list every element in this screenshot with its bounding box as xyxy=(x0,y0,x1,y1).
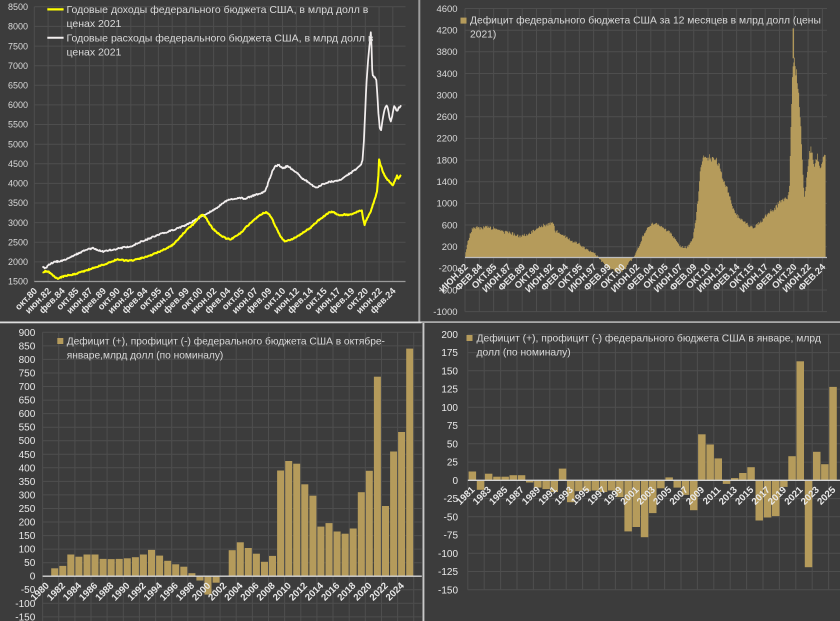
svg-text:900: 900 xyxy=(19,328,36,339)
svg-text:2200: 2200 xyxy=(436,134,457,145)
svg-text:4600: 4600 xyxy=(436,4,457,15)
svg-text:500: 500 xyxy=(19,436,36,447)
svg-text:100: 100 xyxy=(441,403,458,414)
svg-text:-100: -100 xyxy=(438,549,458,560)
svg-text:3800: 3800 xyxy=(436,47,457,58)
svg-text:650: 650 xyxy=(19,396,36,407)
svg-text:2500: 2500 xyxy=(8,238,28,248)
svg-text:3000: 3000 xyxy=(436,90,457,101)
svg-text:0: 0 xyxy=(30,572,36,583)
svg-text:175: 175 xyxy=(441,348,458,359)
svg-text:3400: 3400 xyxy=(436,69,457,80)
svg-text:8000: 8000 xyxy=(8,22,28,32)
svg-text:850: 850 xyxy=(19,341,36,352)
svg-text:Дефицит федерального бюджета С: Дефицит федерального бюджета США за 12 м… xyxy=(470,15,821,27)
svg-text:350: 350 xyxy=(19,477,36,488)
svg-text:100: 100 xyxy=(19,545,36,556)
svg-text:4200: 4200 xyxy=(436,26,457,37)
svg-text:450: 450 xyxy=(19,450,36,461)
svg-text:4500: 4500 xyxy=(8,159,28,169)
svg-text:1000: 1000 xyxy=(436,199,457,210)
svg-text:125: 125 xyxy=(441,385,458,396)
svg-text:0: 0 xyxy=(452,476,458,487)
svg-text:50: 50 xyxy=(447,439,459,450)
svg-text:-150: -150 xyxy=(15,612,35,621)
svg-text:1800: 1800 xyxy=(436,155,457,166)
svg-text:-200: -200 xyxy=(439,264,458,275)
svg-text:6500: 6500 xyxy=(8,81,28,91)
svg-text:400: 400 xyxy=(19,463,36,474)
svg-text:Годовые доходы федерального бю: Годовые доходы федерального бюджета США,… xyxy=(67,4,369,16)
svg-text:700: 700 xyxy=(19,382,36,393)
svg-text:долл (по номиналу): долл (по номиналу) xyxy=(477,348,571,359)
svg-text:-75: -75 xyxy=(444,531,459,542)
svg-text:750: 750 xyxy=(19,369,36,380)
svg-text:-50: -50 xyxy=(444,512,459,523)
svg-text:2000: 2000 xyxy=(8,257,28,267)
svg-text:800: 800 xyxy=(19,355,36,366)
svg-text:ценах 2021: ценах 2021 xyxy=(67,46,122,58)
svg-text:-50: -50 xyxy=(21,585,36,596)
svg-text:3500: 3500 xyxy=(8,198,28,208)
svg-text:2021): 2021) xyxy=(470,30,496,41)
svg-text:550: 550 xyxy=(19,423,36,434)
svg-text:4000: 4000 xyxy=(8,179,28,189)
svg-text:7000: 7000 xyxy=(8,61,28,71)
svg-text:-600: -600 xyxy=(439,285,458,296)
svg-text:200: 200 xyxy=(441,330,458,341)
svg-text:-100: -100 xyxy=(15,599,35,610)
svg-text:5500: 5500 xyxy=(8,120,28,130)
svg-text:7500: 7500 xyxy=(8,41,28,51)
svg-text:Дефицит (+), профицит (-) феде: Дефицит (+), профицит (-) федерального б… xyxy=(67,336,385,348)
svg-text:5000: 5000 xyxy=(8,139,28,149)
svg-text:600: 600 xyxy=(19,409,36,420)
svg-text:250: 250 xyxy=(19,504,36,515)
svg-text:ценах 2021: ценах 2021 xyxy=(67,18,122,30)
svg-text:3000: 3000 xyxy=(8,218,28,228)
svg-text:-1000: -1000 xyxy=(433,307,457,318)
svg-text:-25: -25 xyxy=(444,494,459,505)
svg-text:200: 200 xyxy=(19,518,36,529)
svg-text:150: 150 xyxy=(19,531,36,542)
svg-text:50: 50 xyxy=(24,558,36,569)
svg-text:Дефицит (+), профицит (-) феде: Дефицит (+), профицит (-) федерального б… xyxy=(477,333,821,345)
svg-text:Годовые расходы федерального б: Годовые расходы федерального бюджета США… xyxy=(67,32,374,44)
svg-text:75: 75 xyxy=(447,421,459,432)
svg-text:-125: -125 xyxy=(438,567,458,578)
svg-text:6000: 6000 xyxy=(8,100,28,110)
svg-text:январе,млрд долл (по номиналу): январе,млрд долл (по номиналу) xyxy=(67,351,224,362)
svg-text:300: 300 xyxy=(19,490,36,501)
svg-text:8500: 8500 xyxy=(8,2,28,12)
svg-text:1400: 1400 xyxy=(436,177,457,188)
svg-text:2600: 2600 xyxy=(436,112,457,123)
svg-text:1500: 1500 xyxy=(8,277,28,287)
svg-text:600: 600 xyxy=(442,220,458,231)
svg-text:25: 25 xyxy=(447,458,459,469)
svg-text:-150: -150 xyxy=(438,585,458,596)
svg-text:150: 150 xyxy=(441,366,458,377)
svg-text:200: 200 xyxy=(442,242,458,253)
